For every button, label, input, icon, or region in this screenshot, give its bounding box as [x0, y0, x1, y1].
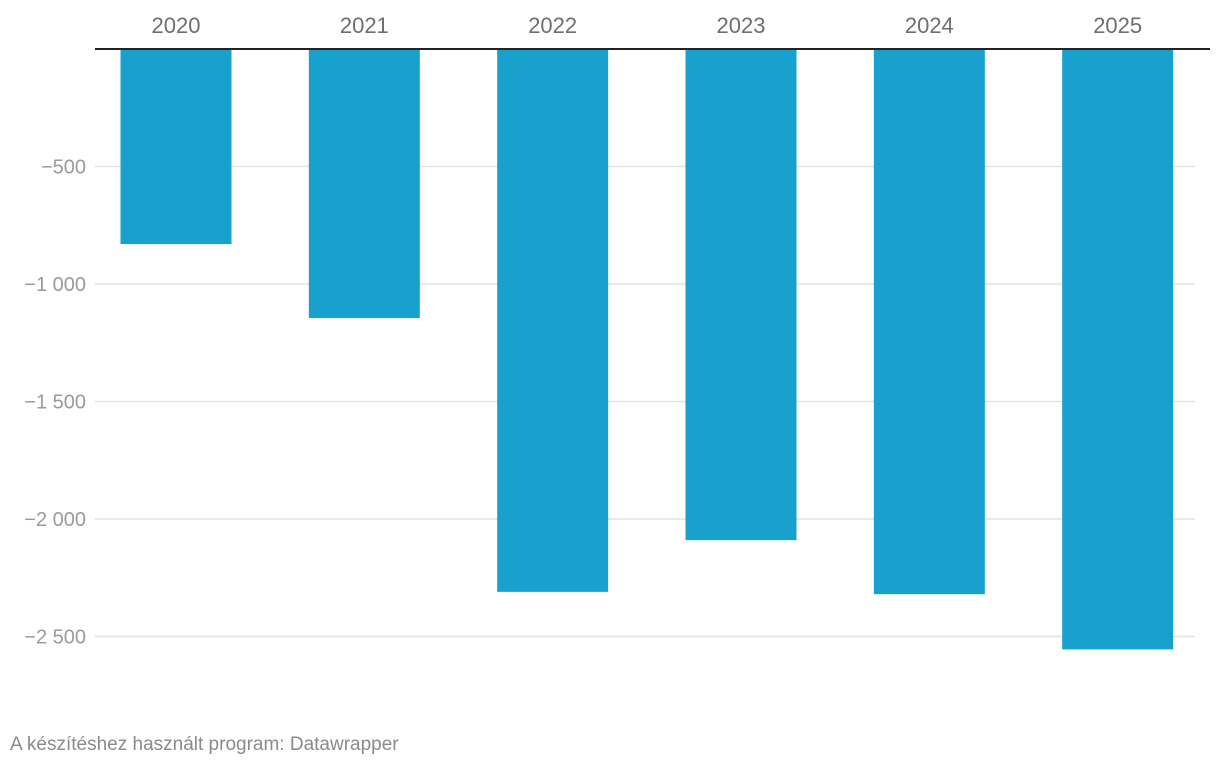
y-tick-label: −500 — [41, 157, 86, 179]
y-tick-label: −1 500 — [24, 392, 86, 414]
x-category-label: 2021 — [340, 13, 389, 38]
x-category-label: 2023 — [717, 13, 766, 38]
x-category-label: 2020 — [152, 13, 201, 38]
y-tick-label: −2 500 — [24, 627, 86, 649]
bar-2021 — [308, 49, 420, 319]
footer-credit: A készítéshez használt program: Datawrap… — [10, 734, 399, 755]
bar-2025 — [1062, 49, 1174, 650]
x-axis-category-labels: 2020 2021 2022 2023 2024 2025 — [152, 13, 1143, 38]
y-tick-label: −1 000 — [24, 274, 86, 296]
bar-2024 — [873, 49, 985, 595]
bar-2022 — [497, 49, 609, 592]
bar-2020 — [120, 49, 232, 245]
y-axis-tick-labels: −500 −1 000 −1 500 −2 000 −2 500 — [24, 157, 86, 649]
x-category-label: 2024 — [905, 13, 954, 38]
bar-2023 — [685, 49, 797, 541]
x-category-label: 2025 — [1093, 13, 1142, 38]
y-tick-label: −2 000 — [24, 509, 86, 531]
x-category-label: 2022 — [528, 13, 577, 38]
bars — [120, 49, 1174, 650]
gridlines — [95, 165, 1195, 638]
